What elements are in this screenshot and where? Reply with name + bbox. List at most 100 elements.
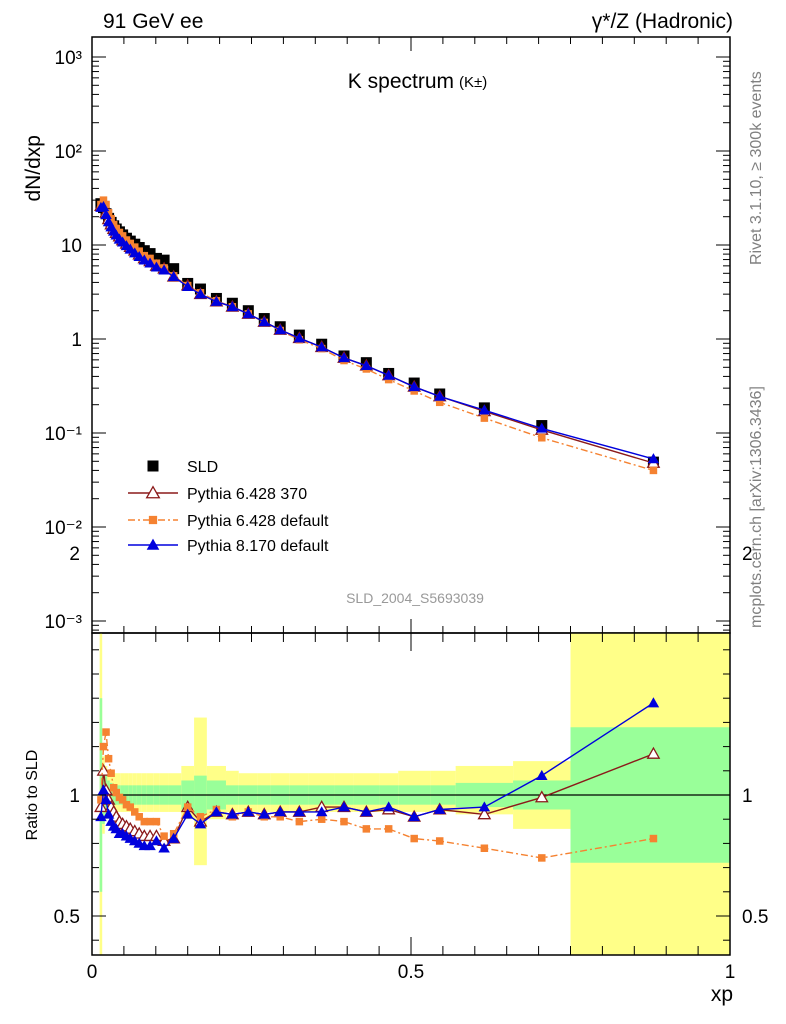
data-point	[258, 316, 271, 327]
data-point	[158, 264, 170, 275]
ratio-data-point	[382, 801, 395, 812]
ratio-data-point	[226, 808, 239, 819]
ratio-data-point	[647, 697, 660, 708]
rivet-label: Rivet 3.1.10, ≥ 300k events	[748, 71, 765, 265]
ratio-data-point	[97, 796, 105, 804]
ratio-data-point	[242, 806, 255, 817]
ratio-data-point	[477, 807, 492, 820]
data-point	[480, 414, 489, 422]
x-tick-label: 0	[87, 962, 98, 983]
ratio-y-tick-label-right: 2	[742, 544, 753, 565]
data-point	[150, 252, 162, 264]
data-point	[538, 434, 546, 442]
data-point	[167, 270, 180, 282]
ratio-data-point	[107, 769, 115, 777]
ratio-data-point	[135, 813, 143, 821]
x-tick-label: 0.5	[398, 962, 424, 983]
ratio-data-point	[340, 817, 348, 826]
data-point	[118, 232, 127, 240]
main-title-text: K spectrum	[348, 70, 454, 93]
ratio-data-point	[536, 769, 548, 780]
ratio-data-point	[194, 818, 207, 829]
ratio-data-point	[538, 854, 546, 862]
data-point	[144, 257, 156, 268]
legend-marker	[145, 485, 161, 499]
ratio-y-tick-label: 2	[69, 544, 80, 565]
ratio-data-point	[102, 728, 110, 736]
data-point	[315, 341, 328, 352]
main-y-tick-label: 1	[71, 330, 82, 351]
legend-marker	[147, 460, 159, 472]
ratio-data-point	[338, 801, 350, 812]
ratio-data-point	[118, 796, 127, 804]
data-point	[130, 243, 139, 251]
ratio-data-point	[317, 815, 326, 823]
data-point	[210, 295, 223, 306]
data-point	[104, 209, 113, 217]
main-y-tick-label: 10²	[55, 142, 82, 163]
ratio-y-tick-label: 0.5	[54, 907, 80, 928]
legend-label: Pythia 8.170 default	[187, 538, 329, 555]
data-point	[226, 301, 239, 312]
ratio-data-point	[122, 800, 131, 809]
data-point	[408, 381, 420, 392]
ratio-data-point	[646, 746, 661, 759]
ratio-panel: 0.5 0.5 1 1 2 2 0 0.5 1 Ratio to SLD xp	[24, 544, 768, 1006]
ratio-data-point	[360, 806, 373, 817]
ratio-data-point	[150, 835, 163, 846]
ratio-data-point	[258, 808, 271, 819]
ratio-data-point	[362, 825, 371, 833]
x-axis-label: xp	[711, 983, 733, 1006]
data-point	[138, 254, 151, 265]
data-point	[293, 332, 306, 343]
ratio-data-point	[274, 806, 286, 817]
series-line	[100, 202, 654, 464]
ratio-data-point	[167, 832, 180, 843]
ratio-data-point	[158, 842, 170, 853]
main-y-tick-label: 10³	[55, 48, 82, 69]
data-point	[478, 404, 491, 415]
series-1	[94, 196, 661, 468]
series-line	[100, 205, 654, 460]
header-left: 91 GeV ee	[103, 10, 203, 33]
ratio-data-point	[112, 788, 120, 797]
data-point	[138, 245, 150, 257]
x-tick-label: 1	[725, 962, 736, 983]
main-watermark: SLD_2004_S5693039	[346, 590, 484, 606]
legend-label: Pythia 6.428 default	[187, 513, 329, 530]
main-ylabel: dN/dxp	[22, 135, 45, 202]
mcplots-label: mcplots.cern.ch [arXiv:1306.3436]	[748, 386, 765, 628]
ratio-data-point	[102, 808, 115, 819]
ratio-data-point	[433, 803, 446, 814]
ratio-data-point	[109, 783, 118, 792]
ratio-y-tick-label-right: 1	[742, 786, 753, 807]
ratio-y-tick-label-right: 0.5	[742, 907, 768, 928]
data-point	[99, 196, 108, 204]
ratio-data-point	[146, 817, 154, 826]
data-point	[242, 308, 255, 319]
data-point	[649, 466, 658, 475]
data-point	[433, 390, 446, 401]
ratio-data-point	[144, 840, 156, 851]
ratio-y-tick-label: 1	[69, 786, 80, 807]
data-point	[126, 239, 135, 248]
data-point	[360, 359, 373, 371]
legend-marker	[146, 538, 160, 550]
ratio-data-point	[276, 813, 284, 821]
ratio-data-point	[100, 794, 112, 805]
ratio-data-point	[96, 763, 111, 776]
data-point	[382, 369, 395, 380]
data-point	[150, 261, 163, 272]
main-title-suffix: (K±)	[459, 74, 487, 91]
legend: SLD Pythia 6.428 370 Pythia 6.428 default P…	[128, 459, 329, 555]
legend-label: SLD	[187, 459, 218, 476]
series-0	[95, 198, 659, 468]
ratio-data-point	[196, 813, 205, 821]
ratio-data-point	[152, 817, 161, 826]
ratio-ylabel: Ratio to SLD	[24, 750, 41, 841]
data-point	[435, 398, 444, 407]
ratio-data-point	[315, 806, 328, 817]
ratio-data-point	[160, 832, 168, 840]
ratio-data-point	[410, 834, 418, 843]
